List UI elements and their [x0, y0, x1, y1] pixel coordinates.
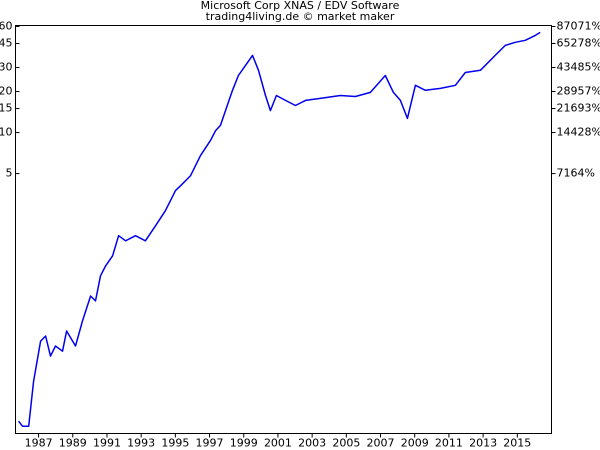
chart-title: Microsoft Corp XNAS / EDV Software: [201, 0, 400, 12]
x-tick-label: 1989: [59, 437, 87, 450]
y-tick-label: 30: [0, 61, 13, 74]
x-tick-label: 2005: [332, 437, 360, 450]
y2-tick-label: 21693%: [557, 102, 600, 115]
x-tick-label: 2013: [469, 437, 497, 450]
y-tick-label: 60: [0, 19, 13, 32]
y2-tick-label: 65278%: [557, 37, 600, 50]
y2-tick-label: 14428%: [557, 126, 600, 139]
y-tick-label: 10: [0, 126, 13, 139]
x-tick-label: 1993: [127, 437, 155, 450]
y2-tick-label: 7164%: [557, 167, 595, 180]
x-tick-label: 2011: [435, 437, 463, 450]
x-tick-label: 2003: [298, 437, 326, 450]
y-tick-label: 15: [0, 102, 13, 115]
y-tick-label: 5: [6, 167, 13, 180]
x-tick-label: 1999: [230, 437, 258, 450]
price-line: [18, 31, 541, 427]
plot-frame: [15, 25, 552, 434]
y-tick-label: 20: [0, 85, 13, 98]
x-tick-label: 2015: [503, 437, 531, 450]
y-tick-label: 45: [0, 37, 13, 50]
chart-subtitle: trading4living.de © market maker: [206, 10, 395, 23]
x-tick-label: 1997: [196, 437, 224, 450]
x-tick-label: 2001: [264, 437, 292, 450]
x-tick-label: 1987: [25, 437, 53, 450]
y2-tick-label: 43485%: [557, 61, 600, 74]
x-tick-label: 2009: [401, 437, 429, 450]
y2-tick-label: 87071%: [557, 19, 600, 32]
y2-tick-label: 28957%: [557, 85, 600, 98]
x-tick-label: 2007: [367, 437, 395, 450]
x-tick-label: 1991: [93, 437, 121, 450]
x-tick-label: 1995: [161, 437, 189, 450]
